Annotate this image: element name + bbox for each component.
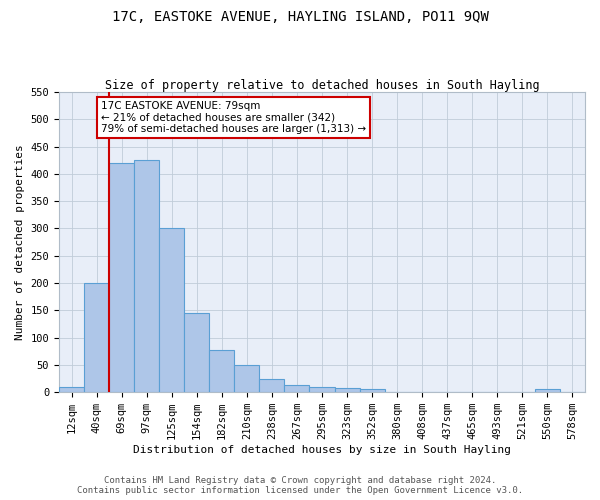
Bar xyxy=(335,388,359,392)
Bar xyxy=(359,390,385,392)
Bar xyxy=(259,378,284,392)
Bar xyxy=(209,350,235,392)
Bar xyxy=(284,384,310,392)
Bar xyxy=(109,163,134,392)
Title: Size of property relative to detached houses in South Hayling: Size of property relative to detached ho… xyxy=(105,79,539,92)
Bar xyxy=(59,387,84,392)
Text: Contains HM Land Registry data © Crown copyright and database right 2024.
Contai: Contains HM Land Registry data © Crown c… xyxy=(77,476,523,495)
Bar xyxy=(134,160,159,392)
Bar xyxy=(535,390,560,392)
Text: 17C EASTOKE AVENUE: 79sqm
← 21% of detached houses are smaller (342)
79% of semi: 17C EASTOKE AVENUE: 79sqm ← 21% of detac… xyxy=(101,101,366,134)
Bar xyxy=(159,228,184,392)
Bar xyxy=(84,283,109,392)
Bar xyxy=(310,387,335,392)
X-axis label: Distribution of detached houses by size in South Hayling: Distribution of detached houses by size … xyxy=(133,445,511,455)
Bar xyxy=(184,313,209,392)
Text: 17C, EASTOKE AVENUE, HAYLING ISLAND, PO11 9QW: 17C, EASTOKE AVENUE, HAYLING ISLAND, PO1… xyxy=(112,10,488,24)
Y-axis label: Number of detached properties: Number of detached properties xyxy=(15,144,25,340)
Bar xyxy=(235,365,259,392)
